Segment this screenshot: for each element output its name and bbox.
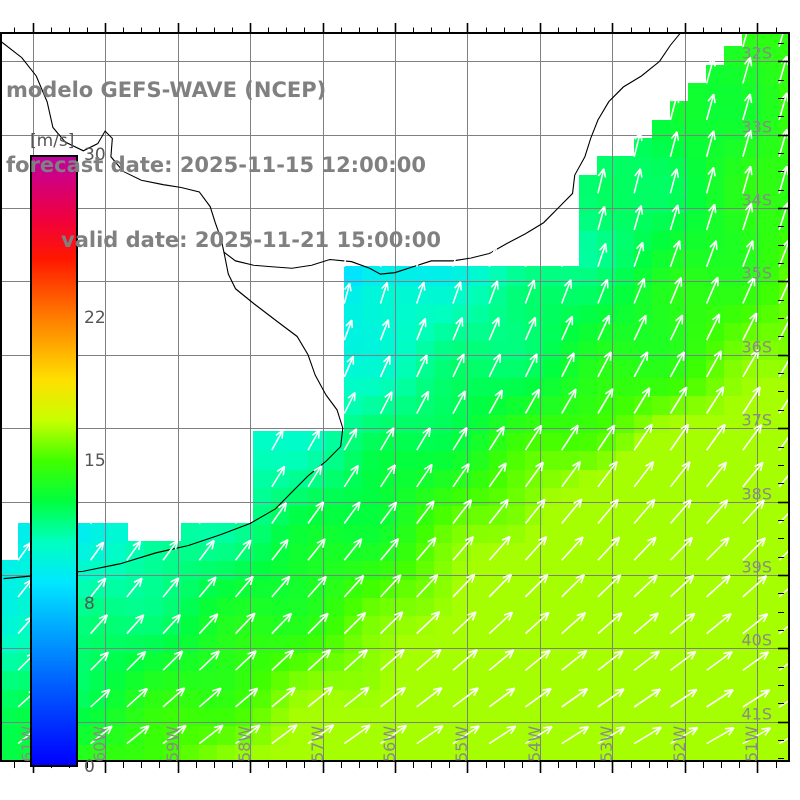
- map-plot-area[interactable]: [0, 32, 790, 762]
- colorbar-tick-8: 8: [84, 593, 95, 614]
- forecast-date-line: forecast date: 2025-11-15 12:00:00: [6, 153, 426, 177]
- lon-label-54W: 54W: [524, 725, 544, 762]
- colorbar-units-label: [m/s]: [30, 131, 75, 151]
- lon-label-58W: 58W: [235, 725, 255, 762]
- colorbar[interactable]: [30, 155, 78, 771]
- lon-label-52W: 52W: [669, 725, 689, 762]
- lon-label-53W: 53W: [597, 725, 617, 762]
- lat-label-32S: 32S: [741, 43, 772, 63]
- bottom-axis-ticks: [0, 762, 790, 774]
- figure-title-block: modelo GEFS-WAVE (NCEP) forecast date: 2…: [6, 28, 526, 303]
- lat-label-40S: 40S: [741, 630, 772, 650]
- lon-label-56W: 56W: [380, 725, 399, 762]
- colorbar-tick-15: 15: [84, 451, 106, 471]
- colorbar-tick-22: 22: [84, 308, 106, 329]
- lat-label-39S: 39S: [741, 557, 772, 577]
- lat-label-37S: 37S: [741, 410, 772, 430]
- wind-speed-field-canvas: [0, 32, 790, 762]
- lat-label-34S: 34S: [741, 190, 772, 210]
- valid-date-line: valid date: 2025-11-21 15:00:00: [61, 228, 441, 252]
- lon-label-51W: 51W: [742, 725, 762, 762]
- lat-label-35S: 35S: [741, 263, 772, 283]
- colorbar-gradient: [30, 155, 78, 767]
- lon-label-57W: 57W: [307, 725, 327, 762]
- lat-label-33S: 33S: [741, 117, 772, 137]
- lat-label-38S: 38S: [741, 484, 772, 504]
- colorbar-tick-0: 0: [84, 757, 95, 777]
- lon-label-59W: 59W: [162, 725, 182, 762]
- lon-label-55W: 55W: [452, 725, 472, 762]
- colorbar-tick-30: 30: [84, 145, 106, 165]
- lat-label-36S: 36S: [741, 337, 772, 357]
- lat-label-41S: 41S: [741, 704, 772, 724]
- model-title-line: modelo GEFS-WAVE (NCEP): [6, 78, 327, 102]
